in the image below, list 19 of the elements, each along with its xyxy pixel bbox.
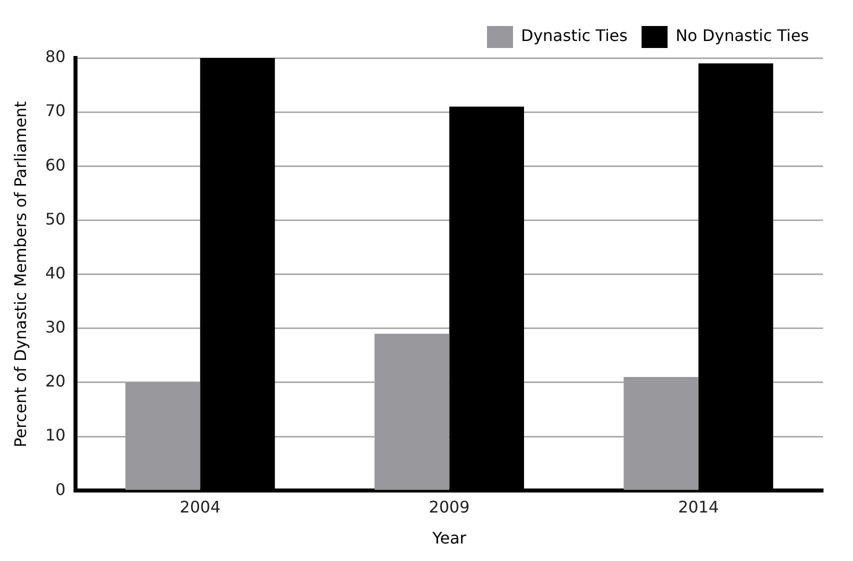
bar [374,334,450,490]
bar [624,377,698,490]
bar [125,382,200,490]
y-tick-label: 70 [45,101,66,120]
legend-label: No Dynastic Ties [676,26,809,46]
x-tick-label: 2004 [180,497,220,516]
y-tick-label: 20 [45,372,66,391]
y-tick-label: 50 [45,209,66,228]
legend-label: Dynastic Ties [521,26,628,46]
y-tick-label: 0 [55,480,66,499]
y-tick-label: 40 [45,263,66,282]
x-axis-title: Year [431,528,467,548]
y-tick-label: 30 [45,318,66,337]
x-tick-label: 2014 [678,497,719,516]
y-tick-label: 60 [45,155,66,174]
y-tick-label: 10 [45,426,66,445]
y-axis-title: Percent of Dynastic Members of Parliament [10,101,30,448]
y-tick-label: 80 [45,47,66,66]
x-tick-label: 2009 [428,497,470,516]
